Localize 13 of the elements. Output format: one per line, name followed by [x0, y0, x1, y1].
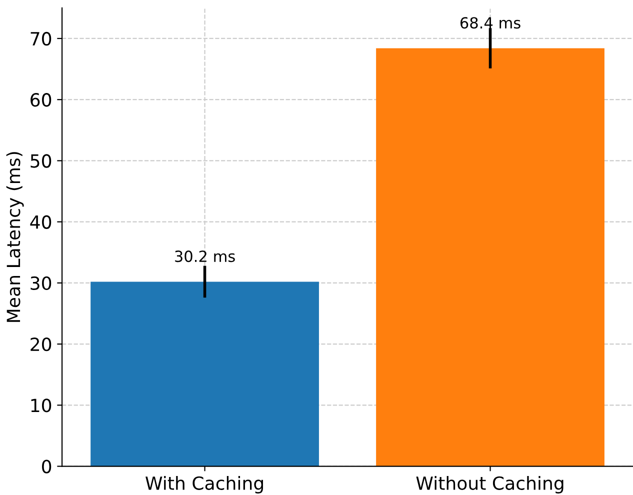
y-axis-title: Mean Latency (ms): [6, 152, 24, 322]
y-tick-label: 70: [30, 32, 52, 46]
y-tick-label: 10: [31, 398, 52, 412]
data-label: 30.2 ms: [175, 250, 235, 262]
y-tick-label: 30: [30, 276, 52, 290]
data-label: 68.4 ms: [460, 17, 520, 29]
y-tick-label: 60: [30, 93, 52, 107]
y-tick-label: 20: [30, 338, 52, 352]
x-tick-label: Without Caching: [416, 476, 564, 494]
y-tick-label: 50: [30, 154, 52, 168]
y-tick-label: 0: [42, 460, 52, 474]
x-tick-label: With Caching: [146, 476, 263, 494]
y-tick-label: 40: [30, 215, 52, 229]
